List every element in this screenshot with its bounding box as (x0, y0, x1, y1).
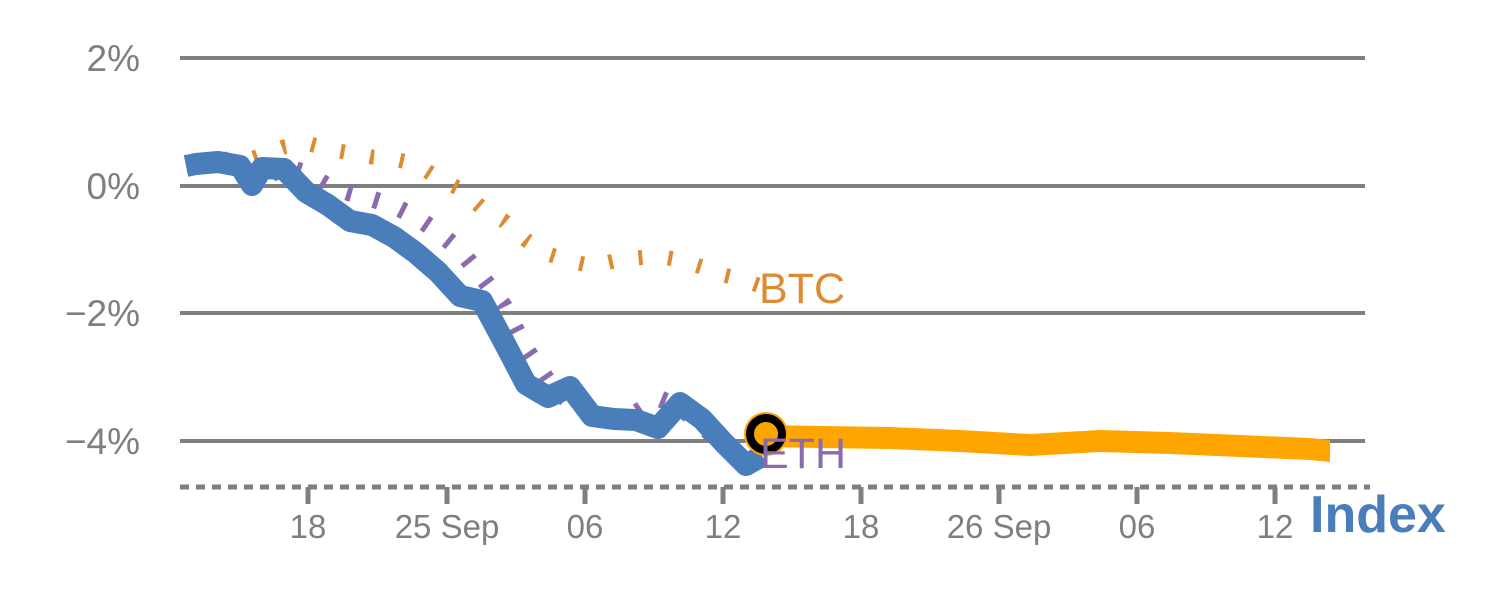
x-axis-tick-label: 18 (842, 508, 880, 545)
x-axis-tick-label: 06 (566, 508, 604, 545)
series-label-btc: BTC (759, 265, 845, 313)
y-axis-tick-label: −4% (64, 421, 140, 462)
x-axis-tick-label: 12 (704, 508, 742, 545)
series-label-index: Index (1310, 486, 1446, 544)
x-axis-tick-label: 06 (1118, 508, 1156, 545)
y-axis-tick-label: 2% (86, 38, 140, 79)
y-axis-tick-label: 0% (86, 166, 140, 207)
x-axis-tick-label: 26 Sep (946, 508, 1052, 545)
marker-circle (744, 412, 788, 456)
y-axis-tick-label: −2% (64, 293, 140, 334)
series-label-eth: ETH (760, 430, 846, 478)
x-axis-tick-label: 25 Sep (394, 508, 500, 545)
gridlines (180, 56, 1365, 443)
x-axis-ticks (305, 487, 1278, 504)
x-axis-tick-label: 12 (1256, 508, 1294, 545)
x-axis-tick-label: 18 (289, 508, 327, 545)
forecast-band (765, 425, 1330, 462)
series-line-index (183, 151, 768, 476)
